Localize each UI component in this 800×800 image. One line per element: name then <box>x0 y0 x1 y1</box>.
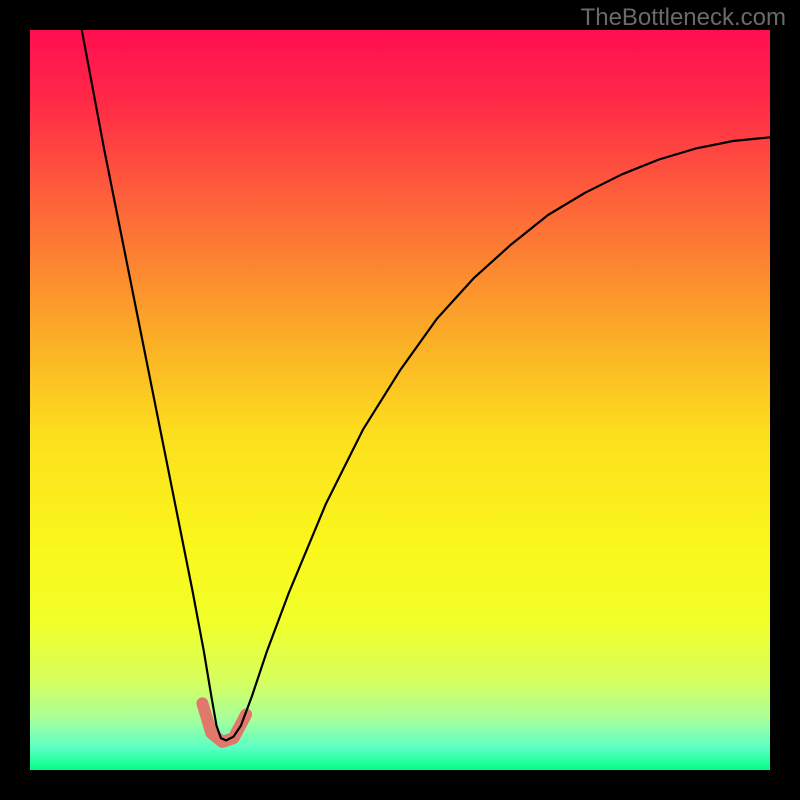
outer-frame: TheBottleneck.com <box>0 0 800 800</box>
gradient-background <box>30 30 770 770</box>
watermark-text: TheBottleneck.com <box>581 4 786 32</box>
chart-svg <box>30 30 770 770</box>
plot-area <box>30 30 770 770</box>
